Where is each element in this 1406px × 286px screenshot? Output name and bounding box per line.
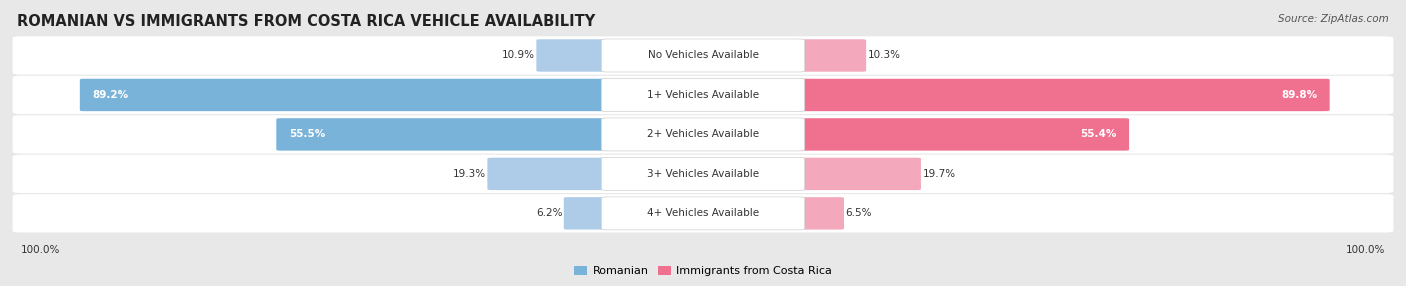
FancyBboxPatch shape	[13, 76, 1393, 114]
Text: 19.3%: 19.3%	[453, 169, 486, 179]
FancyBboxPatch shape	[602, 39, 804, 72]
Text: 100.0%: 100.0%	[21, 245, 60, 255]
FancyBboxPatch shape	[602, 157, 804, 190]
FancyBboxPatch shape	[602, 118, 804, 151]
FancyBboxPatch shape	[797, 158, 921, 190]
Text: 55.5%: 55.5%	[290, 130, 325, 139]
Text: 4+ Vehicles Available: 4+ Vehicles Available	[647, 208, 759, 218]
Text: 10.9%: 10.9%	[502, 51, 534, 60]
Text: 19.7%: 19.7%	[922, 169, 956, 179]
FancyBboxPatch shape	[13, 115, 1393, 154]
FancyBboxPatch shape	[13, 194, 1393, 233]
Text: 89.2%: 89.2%	[93, 90, 128, 100]
Text: 6.2%: 6.2%	[536, 208, 562, 218]
FancyBboxPatch shape	[277, 118, 609, 151]
Text: 6.5%: 6.5%	[845, 208, 872, 218]
FancyBboxPatch shape	[80, 79, 609, 111]
Text: 2+ Vehicles Available: 2+ Vehicles Available	[647, 130, 759, 139]
Text: No Vehicles Available: No Vehicles Available	[648, 51, 758, 60]
Legend: Romanian, Immigrants from Costa Rica: Romanian, Immigrants from Costa Rica	[569, 261, 837, 281]
FancyBboxPatch shape	[602, 78, 804, 112]
FancyBboxPatch shape	[536, 39, 609, 72]
FancyBboxPatch shape	[797, 39, 866, 72]
Text: ROMANIAN VS IMMIGRANTS FROM COSTA RICA VEHICLE AVAILABILITY: ROMANIAN VS IMMIGRANTS FROM COSTA RICA V…	[17, 14, 595, 29]
Text: 55.4%: 55.4%	[1080, 130, 1116, 139]
FancyBboxPatch shape	[13, 36, 1393, 75]
FancyBboxPatch shape	[602, 197, 804, 230]
Text: 100.0%: 100.0%	[1346, 245, 1385, 255]
Text: 10.3%: 10.3%	[868, 51, 901, 60]
Text: 1+ Vehicles Available: 1+ Vehicles Available	[647, 90, 759, 100]
FancyBboxPatch shape	[564, 197, 609, 230]
FancyBboxPatch shape	[488, 158, 609, 190]
Text: 89.8%: 89.8%	[1281, 90, 1317, 100]
FancyBboxPatch shape	[797, 197, 844, 230]
Text: 3+ Vehicles Available: 3+ Vehicles Available	[647, 169, 759, 179]
FancyBboxPatch shape	[797, 118, 1129, 151]
FancyBboxPatch shape	[13, 155, 1393, 193]
Text: Source: ZipAtlas.com: Source: ZipAtlas.com	[1278, 14, 1389, 24]
FancyBboxPatch shape	[797, 79, 1330, 111]
